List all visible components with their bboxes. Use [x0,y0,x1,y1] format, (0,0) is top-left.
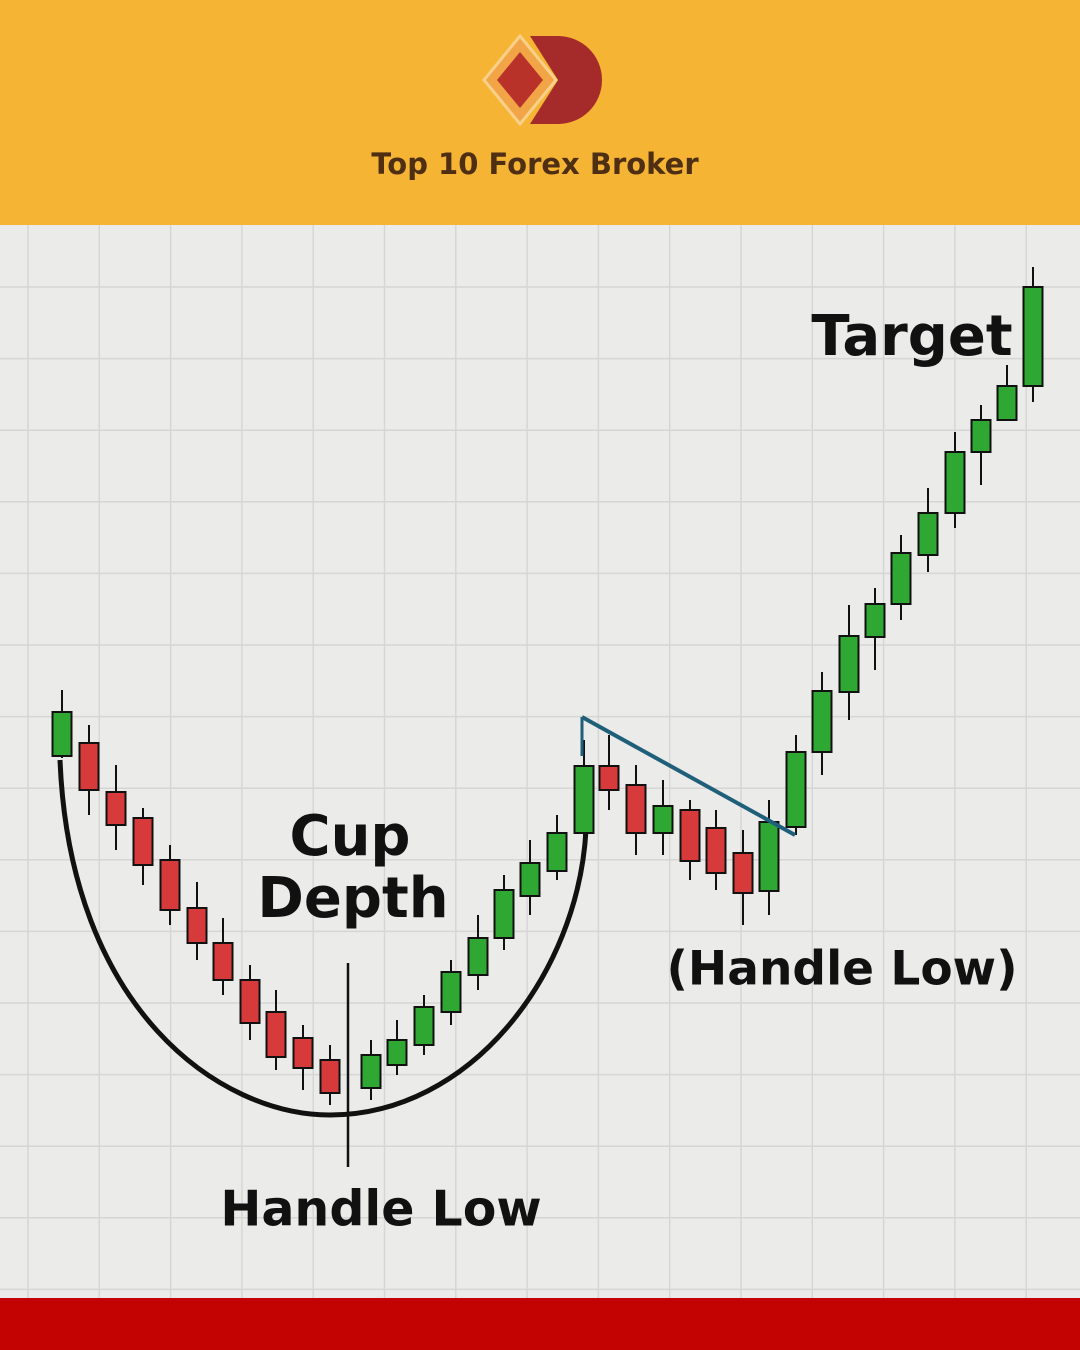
candle-body [493,889,515,939]
candle-body [265,1011,287,1058]
candle-body [679,809,701,862]
candle-body [1022,286,1044,387]
candle-body [811,690,833,753]
candle-body [546,832,568,872]
candle-body [132,817,154,866]
candle-body [519,862,541,897]
candle-body [917,512,939,556]
candle-body [890,552,912,605]
handle-low-paren-label: (Handle Low) [666,942,1017,997]
candle-body [625,784,647,834]
candle-body [996,385,1018,421]
candle-body [732,852,754,894]
candle-body [652,805,674,834]
candle-body [598,765,620,791]
candle-body [292,1037,314,1069]
candle-body [360,1054,382,1089]
candle-body [440,971,462,1013]
cup-label: Cup [289,804,410,869]
candle-body [944,451,966,514]
candle-body [970,419,992,453]
cup-curve [57,759,589,1118]
depth-label: Depth [257,866,448,931]
candle-body [51,711,73,757]
candle-body [212,942,234,981]
candle-body [319,1059,341,1094]
candle-body [159,859,181,911]
grid [0,225,1080,1298]
chart-background [0,225,1080,1298]
logo [482,33,602,127]
candle-body [413,1006,435,1046]
candle-body [573,765,595,834]
candle-body [239,979,261,1024]
candle-body [467,937,489,976]
candle-body [186,907,208,944]
candle-body [864,603,886,638]
target-label: Target [811,304,1012,369]
candle-body [785,751,807,828]
handle-low-label: Handle Low [220,1181,541,1238]
footer-band [0,1298,1080,1350]
candle-body [758,821,780,892]
candle-body [105,791,127,826]
header-title: Top 10 Forex Broker [371,147,699,181]
candle-body [705,827,727,874]
handle-trendline [581,715,796,837]
candle-body [386,1039,408,1066]
candle-body [838,635,860,693]
candle-body [78,742,100,791]
